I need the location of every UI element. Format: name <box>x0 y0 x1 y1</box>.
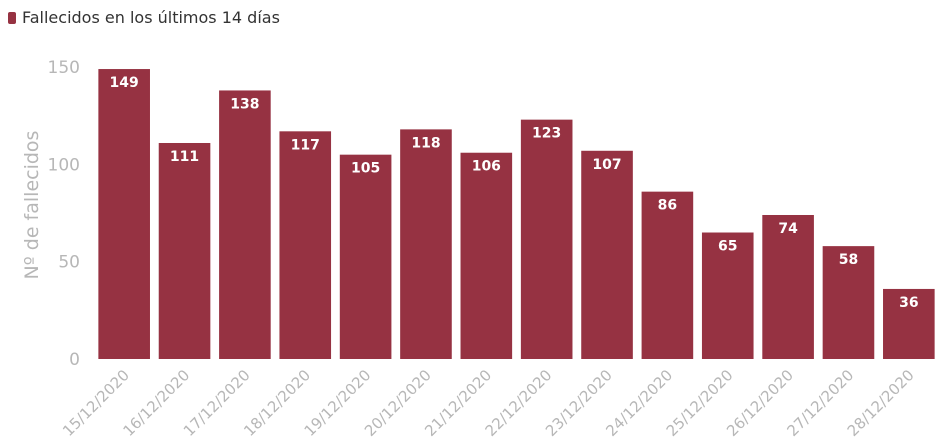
bar-value-label: 111 <box>170 149 199 165</box>
y-tick-label: 150 <box>48 58 80 78</box>
legend: Fallecidos en los últimos 14 días <box>8 8 280 27</box>
bar-value-label: 74 <box>778 221 798 237</box>
bar-value-label: 123 <box>532 126 561 142</box>
bar <box>98 69 150 360</box>
bar-value-label: 106 <box>472 159 501 175</box>
bar <box>279 131 332 359</box>
bar-value-label: 118 <box>411 135 440 151</box>
bar-value-label: 138 <box>230 96 259 112</box>
legend-label: Fallecidos en los últimos 14 días <box>22 8 280 27</box>
bar <box>762 214 814 359</box>
bar-value-label: 105 <box>351 161 380 177</box>
bar <box>158 142 211 359</box>
bar-value-label: 65 <box>718 239 737 255</box>
y-tick-label: 0 <box>69 350 80 370</box>
bar-value-label: 86 <box>658 198 677 214</box>
bar-value-label: 107 <box>592 157 621 173</box>
legend-swatch <box>8 11 16 24</box>
bar-value-label: 58 <box>839 252 858 268</box>
bar <box>701 232 754 359</box>
bar-value-label: 36 <box>899 295 918 311</box>
y-axis-title: Nº de fallecidos <box>21 131 43 280</box>
bar <box>641 191 694 359</box>
bar <box>520 119 573 359</box>
bar <box>883 288 935 359</box>
y-tick-label: 50 <box>58 253 80 273</box>
bar-value-label: 117 <box>291 137 320 153</box>
bar-value-label: 149 <box>110 75 139 91</box>
bar <box>339 154 392 359</box>
bar <box>581 150 633 359</box>
bar <box>219 90 271 360</box>
bar <box>460 152 513 359</box>
bar <box>400 129 452 359</box>
y-tick-label: 100 <box>48 155 80 175</box>
bar <box>822 246 875 359</box>
